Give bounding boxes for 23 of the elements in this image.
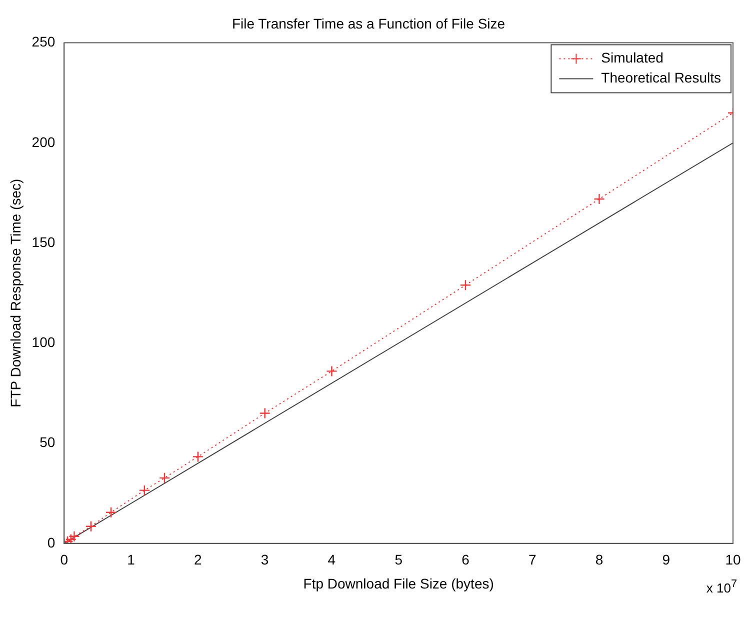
legend-label: Simulated bbox=[601, 50, 664, 66]
y-tick-label: 150 bbox=[32, 234, 56, 250]
x-tick-label: 6 bbox=[462, 552, 470, 568]
x-tick-label: 8 bbox=[595, 552, 604, 568]
x-tick-label: 3 bbox=[260, 552, 269, 568]
x-tick-label: 5 bbox=[394, 552, 403, 568]
x-tick-label: 9 bbox=[662, 552, 670, 568]
y-tick-label: 100 bbox=[32, 334, 56, 350]
text: x 10$^{7}$ bbox=[706, 578, 737, 595]
x-tick-label: 2 bbox=[194, 552, 202, 568]
x-tick-label: 1 bbox=[127, 552, 136, 568]
x-tick-label: 4 bbox=[328, 552, 336, 568]
x-tick-label: 0 bbox=[60, 552, 68, 568]
y-axis-title: FTP Download Response Time (sec) bbox=[7, 178, 24, 408]
chart-title: File Transfer Time as a Function of File Size bbox=[232, 15, 506, 32]
y-tick-label: 200 bbox=[32, 134, 56, 150]
y-tick-label: 250 bbox=[32, 34, 56, 50]
x-tick-label: 10 bbox=[725, 552, 741, 568]
legend-label: Theoretical Results bbox=[601, 70, 721, 86]
y-tick-label: 50 bbox=[40, 434, 56, 450]
x-tick-label: 7 bbox=[528, 552, 536, 568]
y-tick-label: 0 bbox=[47, 534, 56, 550]
x-axis-title: Ftp Download File Size (bytes) bbox=[303, 575, 494, 592]
